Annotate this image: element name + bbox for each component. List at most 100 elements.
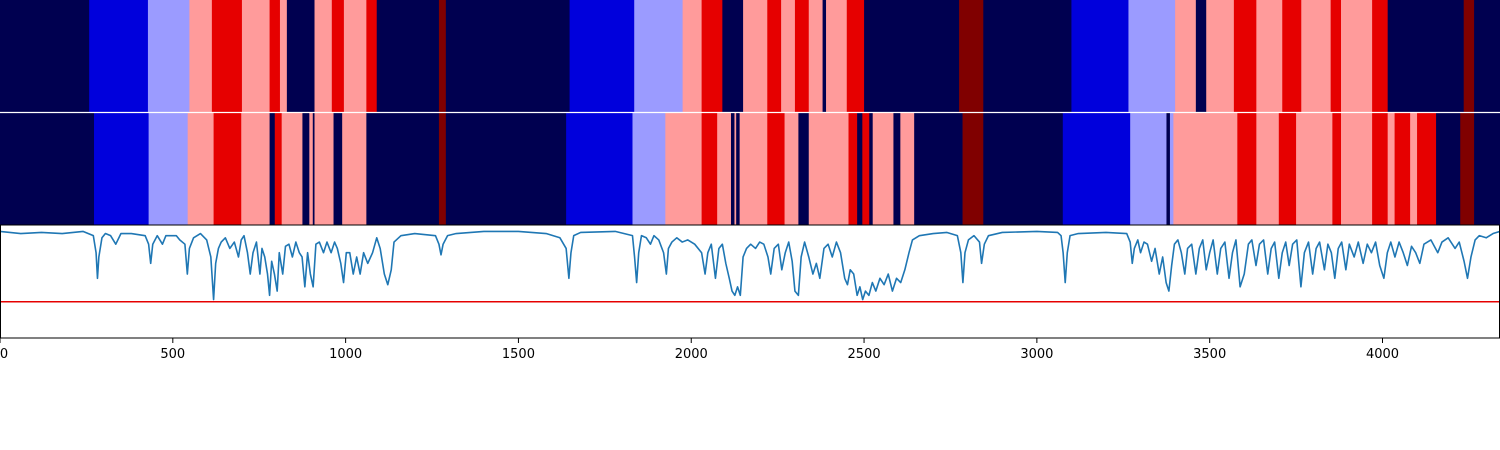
state-segment xyxy=(1237,112,1257,225)
state-segment xyxy=(1206,0,1235,113)
state-segment xyxy=(1071,0,1129,113)
state-segment xyxy=(283,112,303,225)
state-segment xyxy=(983,112,1064,225)
state-segment xyxy=(1460,112,1475,225)
state-segment xyxy=(279,0,288,113)
state-segment xyxy=(1282,0,1302,113)
state-segment xyxy=(1474,0,1500,113)
state-segment xyxy=(743,0,768,113)
state-segment xyxy=(331,0,345,113)
state-segment xyxy=(438,112,447,225)
x-axis: 0 500 1000 1500 2000 2500 3000 3500 4000 xyxy=(0,338,1399,362)
state-segment xyxy=(312,112,315,225)
state-segment xyxy=(1372,112,1389,225)
x-tick-label: 2500 xyxy=(848,347,881,362)
state-segment xyxy=(857,112,863,225)
state-segment xyxy=(822,0,827,113)
x-tick-label: 2000 xyxy=(675,347,708,362)
state-segment xyxy=(794,0,810,113)
state-segment xyxy=(342,112,367,225)
state-segment xyxy=(808,112,849,225)
state-row-1 xyxy=(0,0,1500,113)
state-segment xyxy=(739,112,768,225)
state-segment xyxy=(89,0,149,113)
x-tick-label: 1500 xyxy=(502,347,535,362)
state-segment xyxy=(241,112,270,225)
state-segment xyxy=(566,112,633,225)
state-segment xyxy=(900,112,915,225)
state-segment xyxy=(1417,112,1437,225)
state-segment xyxy=(376,0,440,113)
state-segment xyxy=(1341,0,1373,113)
state-segment xyxy=(1463,0,1475,113)
state-segment xyxy=(1256,112,1280,225)
state-segment xyxy=(1387,112,1395,225)
state-segment xyxy=(314,0,333,113)
x-tick-label: 1000 xyxy=(329,347,362,362)
state-segment xyxy=(959,0,984,113)
state-segment xyxy=(1128,0,1176,113)
state-segment xyxy=(632,112,666,225)
state-segment xyxy=(0,112,95,225)
x-tick-label: 0 xyxy=(0,347,8,362)
signal-line xyxy=(0,230,1500,301)
state-segment xyxy=(1330,0,1342,113)
state-segment xyxy=(734,112,737,225)
state-row-2 xyxy=(0,112,1500,225)
state-segment xyxy=(1130,112,1167,225)
state-segment xyxy=(1387,0,1465,113)
state-segment xyxy=(286,0,315,113)
state-segment xyxy=(148,112,189,225)
state-segment xyxy=(274,112,283,225)
state-segment xyxy=(1169,112,1174,225)
state-segment xyxy=(281,112,284,225)
state-segment xyxy=(0,0,90,113)
state-segment xyxy=(1278,112,1297,225)
state-segment xyxy=(213,112,242,225)
state-segment xyxy=(1173,112,1238,225)
state-segment xyxy=(767,0,782,113)
state-segment xyxy=(914,112,963,225)
state-segment xyxy=(569,0,635,113)
state-segment xyxy=(1341,112,1373,225)
state-segment xyxy=(634,0,684,113)
state-segment xyxy=(269,0,281,113)
state-segment xyxy=(445,112,567,225)
state-segment xyxy=(722,0,744,113)
state-segment xyxy=(862,112,870,225)
state-segment xyxy=(314,112,334,225)
state-segment xyxy=(983,0,1072,113)
state-segment xyxy=(864,0,960,113)
state-segment xyxy=(187,112,214,225)
state-segment xyxy=(302,112,310,225)
state-segment xyxy=(241,0,270,113)
state-segment xyxy=(1175,0,1197,113)
state-segment xyxy=(1296,112,1333,225)
state-segment xyxy=(1301,0,1332,113)
state-segment xyxy=(682,0,703,113)
state-segment xyxy=(1256,0,1283,113)
state-segment xyxy=(808,0,823,113)
state-segment xyxy=(147,0,190,113)
state-segment xyxy=(269,112,276,225)
state-segment xyxy=(869,112,874,225)
state-segment xyxy=(1166,112,1171,225)
state-segment xyxy=(798,112,810,225)
state-segment xyxy=(701,0,723,113)
state-segment xyxy=(784,112,799,225)
state-segment xyxy=(848,112,858,225)
state-segment xyxy=(1372,0,1389,113)
state-segment xyxy=(1332,112,1342,225)
x-tick-label: 4000 xyxy=(1366,347,1399,362)
state-segment xyxy=(94,112,150,225)
state-segment xyxy=(781,0,796,113)
state-segment xyxy=(846,0,865,113)
state-segment xyxy=(366,0,378,113)
x-tick-label: 500 xyxy=(160,347,185,362)
state-segment xyxy=(1436,112,1461,225)
state-segment xyxy=(366,112,440,225)
state-segment xyxy=(872,112,894,225)
state-segment xyxy=(826,0,848,113)
state-segment xyxy=(333,112,343,225)
state-segment xyxy=(189,0,213,113)
